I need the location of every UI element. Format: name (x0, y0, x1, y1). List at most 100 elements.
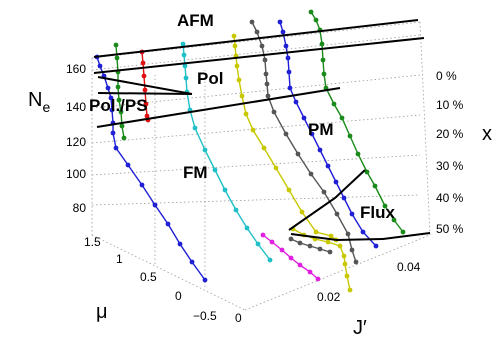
mu-tick-label: −0.5 (193, 309, 217, 323)
data-point (202, 147, 208, 153)
phase-label-pm: PM (308, 120, 334, 139)
data-point (273, 165, 279, 171)
data-point (288, 236, 294, 242)
data-point (325, 239, 331, 245)
data-point (301, 115, 307, 121)
data-point (295, 151, 301, 157)
data-point (345, 231, 351, 237)
data-point (328, 233, 334, 239)
ne-axis-subscript: e (42, 99, 50, 115)
series-11 (288, 236, 333, 255)
data-point (331, 101, 337, 107)
ne-tick-label: 160 (66, 62, 86, 76)
data-point (118, 109, 124, 115)
jp-tick-label: 0.02 (317, 290, 341, 304)
data-point (255, 241, 261, 247)
data-point (285, 55, 291, 61)
data-point (183, 75, 189, 81)
x-tick-label: 20 % (436, 127, 464, 141)
jp-tick-label: 0.04 (397, 260, 421, 274)
data-point (360, 229, 366, 235)
data-point (231, 33, 237, 39)
data-point (108, 95, 114, 101)
data-point (243, 111, 249, 117)
data-point (143, 101, 149, 107)
phase-boundaries (93, 19, 431, 242)
data-point (315, 276, 321, 282)
data-point (152, 202, 158, 208)
data-point (165, 221, 171, 227)
data-point (320, 57, 326, 63)
data-point (400, 229, 406, 235)
data-point (177, 241, 183, 247)
mu-axis-title: μ (96, 301, 108, 323)
data-point (307, 243, 313, 249)
data-point (105, 85, 111, 91)
boundary-pol-ps (96, 87, 341, 128)
data-point (341, 253, 347, 259)
data-point (249, 19, 255, 25)
data-point (121, 135, 127, 141)
ne-tick-label: 140 (66, 100, 86, 114)
data-point (113, 145, 119, 151)
data-point (254, 29, 260, 35)
data-point (181, 52, 187, 58)
data-point (342, 261, 348, 267)
boundary-pol-upper (97, 76, 193, 95)
data-point (337, 243, 343, 249)
data-point (325, 163, 331, 169)
data-point (269, 239, 275, 245)
data-point (286, 69, 292, 75)
data-point (349, 247, 355, 253)
data-point (347, 133, 353, 139)
data-point (110, 130, 116, 136)
data-point (263, 71, 269, 77)
phase-label-flux: Flux (360, 203, 395, 222)
data-point (212, 167, 218, 173)
data-point (317, 147, 323, 153)
data-point (334, 211, 340, 217)
ne-axis: 80 100 120 140 160 Ne (28, 62, 86, 215)
data-point (287, 85, 293, 91)
series-line (251, 21, 357, 263)
data-point (264, 81, 270, 87)
data-point (144, 113, 150, 119)
data-point (353, 259, 359, 265)
series-line (96, 56, 206, 281)
mu-tick-label: 0 (175, 289, 182, 303)
data-point (233, 207, 239, 213)
data-point (262, 57, 268, 63)
data-point (114, 55, 120, 61)
boundary-pol-lower (97, 92, 193, 95)
data-point (244, 225, 250, 231)
data-point (313, 229, 319, 235)
boundary-flux-lower (290, 232, 431, 242)
data-point (319, 41, 325, 47)
data-point (234, 63, 240, 69)
data-point (317, 246, 323, 252)
series-5 (231, 33, 339, 243)
data-point (321, 71, 327, 77)
data-point (267, 257, 273, 263)
mu-axis: 1.5 1 0.5 0 −0.5 μ (84, 235, 217, 323)
data-point (339, 115, 345, 121)
data-point (277, 19, 283, 25)
data-point (279, 247, 285, 253)
x-tick-label: 10 % (436, 98, 464, 112)
phase-labels: AFM Pol Pol./PS PM FM Flux (89, 11, 395, 222)
data-point (297, 240, 303, 246)
data-point (271, 109, 277, 115)
data-point (115, 84, 121, 90)
data-point (309, 131, 315, 137)
x-tick-label: 40 % (436, 191, 464, 205)
series-6 (249, 19, 359, 265)
data-point (113, 42, 119, 48)
ne-tick-label: 100 (66, 167, 86, 181)
data-point (364, 169, 370, 175)
data-point (333, 179, 339, 185)
data-point (141, 73, 147, 79)
data-point (116, 97, 122, 103)
x-tick-label: 50 % (436, 222, 464, 236)
mu-tick-label: 1 (116, 252, 123, 266)
data-point (313, 17, 319, 23)
